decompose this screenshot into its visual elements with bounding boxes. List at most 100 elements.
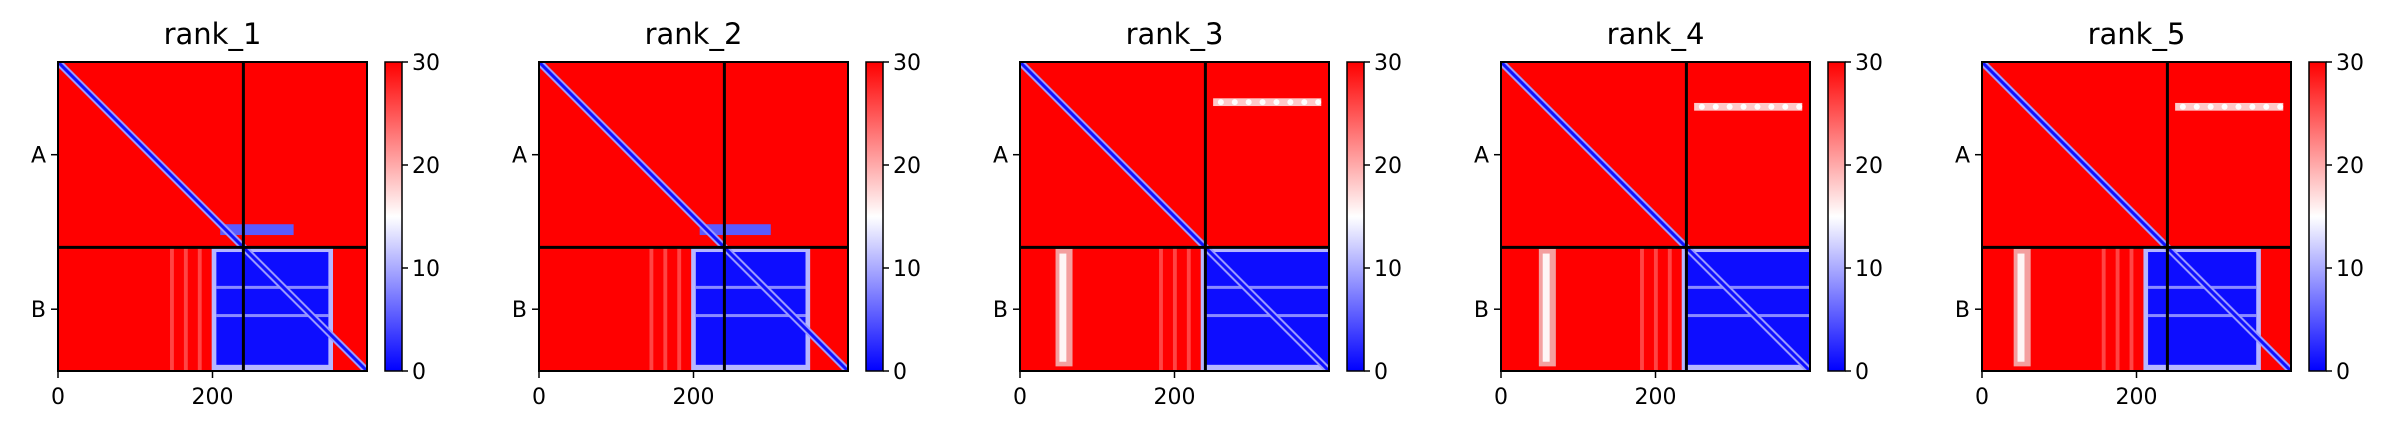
diagonal [58,62,367,371]
panel-rank_4: rank_4 A B 0 200 0 10 20 30 [1474,17,1883,410]
interface-line [2148,285,2257,289]
chain-a-band-dot [2193,103,2200,110]
diagonal [1020,62,1329,371]
panel-title: rank_4 [1607,17,1705,51]
x-tick-label: 200 [2116,385,2158,410]
colorbar-tick-label: 30 [2336,51,2364,76]
chain-a-band-dot [1726,103,1733,110]
y-chain-label: A [512,144,527,169]
diagonal [1982,62,2291,371]
colorbar [2308,61,2327,372]
y-chain-label: A [993,144,1008,169]
y-chain-label: B [1474,298,1489,323]
chain-a-band-dot [2221,103,2228,110]
diagonal [1501,62,1810,371]
colorbar-tick-label: 10 [1855,257,1883,282]
a-to-b-band [220,224,294,236]
faint-stripe [183,247,188,371]
chain-a-band [1694,102,1803,111]
x-tick-label: 200 [673,385,715,410]
y-chain-label: A [1474,144,1489,169]
interface-line [1686,314,1810,318]
x-tick-label: 200 [1635,385,1677,410]
chain-a-band-dot [2263,103,2270,110]
interface-line [695,285,806,289]
chain-a-band-dot [1740,103,1747,110]
colorbar-tick-label: 0 [1374,360,1388,385]
colorbar-tick-label: 30 [1374,51,1402,76]
panel-title: rank_2 [645,17,743,51]
faint-stripe [1640,247,1644,371]
colorbar-tick-label: 20 [1855,154,1883,179]
x-tick-label: 0 [1975,385,1989,410]
chain-a-band-dot [1712,103,1719,110]
faint-stripe [2101,247,2106,371]
a-to-b-band [699,224,771,236]
faint-stripe [2129,247,2134,371]
chain-a-band-dot [1315,99,1322,106]
chain-a-band-dot [1273,99,1280,106]
faint-stripe [677,247,682,371]
chain-a-band-dot [1231,99,1238,106]
colorbar-tick-label: 10 [412,257,440,282]
chain-a-band-dot [1217,99,1224,106]
faint-stripe [1159,247,1163,371]
chain-a-band-dot [1287,99,1294,106]
y-chain-label: B [31,298,46,323]
colorbar-tick-label: 20 [1374,154,1402,179]
heatmap [1020,62,1329,371]
faint-stripe [1653,247,1658,371]
chain-a-band-dot [1782,103,1789,110]
chain-a-band-dot [1698,103,1705,110]
heatmap [539,62,848,371]
panel-title: rank_1 [164,17,262,51]
colorbar [865,61,884,372]
interface-line [1686,285,1810,289]
chain-a-band-dot [2249,103,2256,110]
chain-a-band-dot [2179,103,2186,110]
interface-line [1205,285,1329,289]
interface-line [1205,314,1329,318]
chain-a-band-dot [1259,99,1266,106]
y-chain-label: B [1955,298,1970,323]
chain-b-stripe-core [2017,253,2025,362]
y-chain-label: A [1955,144,1970,169]
panel-rank_2: rank_2 A B 0 200 0 10 20 30 [512,17,921,410]
chain-a-band-dot [1301,99,1308,106]
y-chain-label: B [512,298,527,323]
faint-stripe [1172,247,1177,371]
chain-a-band-dot [2277,103,2284,110]
faint-stripe [663,247,668,371]
x-tick-label: 200 [192,385,234,410]
chain-b-stripe-core [1542,253,1550,362]
chain-a-band [1213,98,1322,107]
colorbar-tick-label: 0 [1855,360,1869,385]
heatmap [58,62,367,371]
heatmap [1501,62,1810,371]
panel-rank_3: rank_3 A B 0 200 0 10 20 30 [993,17,1402,410]
colorbar-tick-label: 10 [1374,257,1402,282]
chain-a-band [2175,102,2284,111]
panel-title: rank_5 [2088,17,2186,51]
faint-stripe [2115,247,2120,371]
chain-a-band-dot [2207,103,2214,110]
faint-stripe [1667,247,1672,371]
colorbar-tick-label: 0 [412,360,426,385]
colorbar-tick-label: 10 [2336,257,2364,282]
x-tick-label: 200 [1154,385,1196,410]
colorbar-tick-label: 20 [412,154,440,179]
interface-line [2148,314,2257,318]
panel-rank_5: rank_5 A B 0 200 0 10 20 30 [1955,17,2364,410]
colorbar-tick-label: 20 [893,154,921,179]
x-tick-label: 0 [51,385,65,410]
colorbar-tick-label: 0 [2336,360,2350,385]
colorbar [1827,61,1846,372]
x-tick-label: 0 [532,385,546,410]
interface-block [216,252,329,365]
x-tick-label: 0 [1494,385,1508,410]
colorbar-tick-label: 30 [412,51,440,76]
faint-stripe [170,247,174,371]
colorbar-tick-label: 10 [893,257,921,282]
chain-a-band-dot [1796,103,1803,110]
